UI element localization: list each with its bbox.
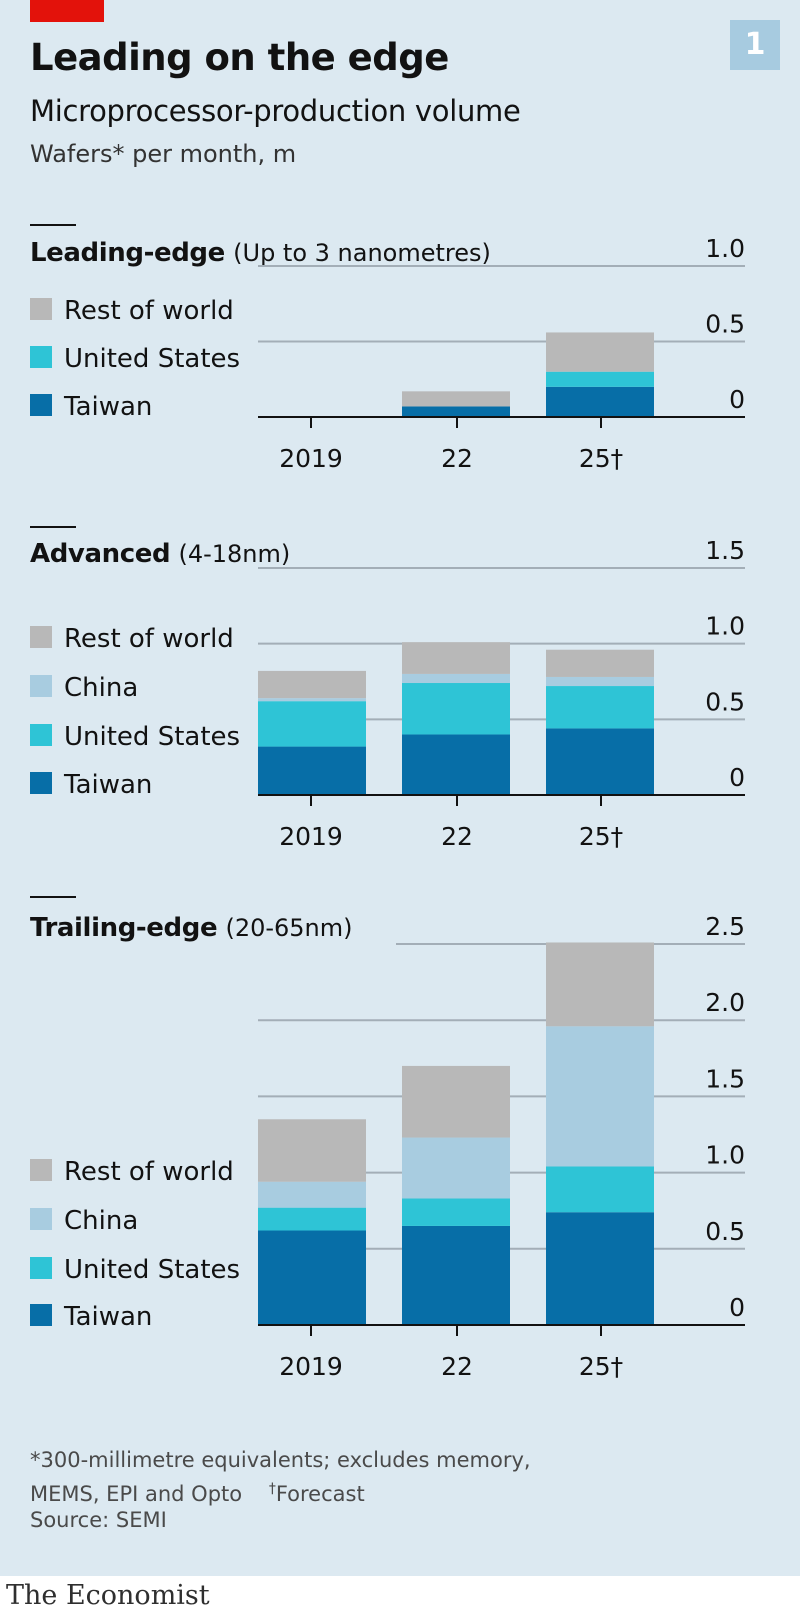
bar-segment-rest_of_world: [546, 942, 654, 1027]
bar-segment-united_states: [258, 701, 366, 747]
bar-segment-china: [258, 1181, 366, 1208]
bar-segment-united_states: [546, 371, 654, 387]
legend-swatch-taiwan: [30, 1304, 52, 1326]
brand-red-tab: [30, 0, 104, 22]
y-tick-label: 1.0: [705, 234, 745, 263]
panel-title-note: (4-18nm): [178, 540, 291, 568]
panel-rule: [30, 224, 76, 226]
footnote: *300-millimetre equivalents; excludes me…: [30, 1446, 531, 1509]
legend-label: China: [64, 673, 138, 703]
y-tick-label: 0: [729, 763, 745, 792]
panel-title-trailing-edge: Trailing-edge (20-65nm): [30, 913, 353, 943]
y-tick-label: 0.5: [705, 1217, 745, 1246]
panel-title-name: Leading-edge: [30, 238, 225, 268]
y-tick-label: 1.0: [705, 1141, 745, 1170]
x-tick-label: 2019: [279, 822, 343, 851]
panel-rule: [30, 526, 76, 528]
y-tick-label: 0.5: [705, 687, 745, 716]
legend-swatch-taiwan: [30, 394, 52, 416]
y-tick-label: 1.0: [705, 612, 745, 641]
forecast-dagger: †: [268, 1481, 276, 1497]
bar-segment-taiwan: [402, 1225, 510, 1325]
footnote-line-2: MEMS, EPI and Opto: [30, 1482, 243, 1506]
panel-title-leading-edge: Leading-edge (Up to 3 nanometres): [30, 238, 491, 268]
bar-segment-rest_of_world: [546, 649, 654, 677]
chart-subtitle: Microprocessor-production volume: [30, 94, 521, 128]
bar-segment-taiwan: [258, 746, 366, 795]
bar-segment-taiwan: [402, 734, 510, 795]
chart-number-badge: 1: [730, 20, 780, 70]
legend-swatch-china: [30, 1208, 52, 1230]
panel-title-name: Advanced: [30, 539, 171, 569]
legend-swatch-china: [30, 675, 52, 697]
bar-segment-rest_of_world: [402, 642, 510, 674]
x-tick-label: 2019: [279, 1352, 343, 1381]
chart-card: [0, 0, 800, 1576]
bar-segment-china: [258, 698, 366, 702]
forecast-note: Forecast: [275, 1482, 365, 1506]
legend-label: Taiwan: [63, 770, 152, 800]
bar-segment-united_states: [402, 683, 510, 735]
y-tick-label: 0: [729, 1293, 745, 1322]
legend-swatch-rest_of_world: [30, 298, 52, 320]
y-tick-label: 1.5: [705, 536, 745, 565]
y-tick-label: 0: [729, 385, 745, 414]
x-tick-label: 22: [441, 822, 473, 851]
legend-label: Taiwan: [63, 392, 152, 422]
y-tick-label: 2.0: [705, 988, 745, 1017]
economist-logo: The Economist: [6, 1580, 210, 1611]
legend-label: Rest of world: [64, 296, 234, 326]
legend-label: Rest of world: [64, 624, 234, 654]
bar-segment-taiwan: [546, 386, 654, 417]
bar-segment-taiwan: [546, 1212, 654, 1325]
bar-segment-united_states: [402, 1198, 510, 1226]
bar-segment-china: [546, 676, 654, 687]
x-tick-label: 25†: [579, 444, 623, 473]
x-tick-label: 22: [441, 444, 473, 473]
panel-title-advanced: Advanced (4-18nm): [30, 539, 290, 569]
bar-segment-china: [402, 1137, 510, 1199]
bar-segment-taiwan: [258, 1230, 366, 1325]
panel-title-note: (20-65nm): [225, 914, 353, 942]
bar-segment-taiwan: [402, 406, 510, 417]
legend-swatch-rest_of_world: [30, 1159, 52, 1181]
x-tick-label: 2019: [279, 444, 343, 473]
legend-label: Taiwan: [63, 1302, 152, 1332]
y-tick-label: 2.5: [705, 912, 745, 941]
bar-segment-rest_of_world: [402, 391, 510, 407]
footnote-line-1: *300-millimetre equivalents; excludes me…: [30, 1448, 531, 1472]
legend-swatch-united_states: [30, 1257, 52, 1279]
bar-segment-rest_of_world: [258, 1119, 366, 1182]
legend-label: Rest of world: [64, 1157, 234, 1187]
x-tick-label: 22: [441, 1352, 473, 1381]
bar-segment-rest_of_world: [546, 332, 654, 372]
source-note: Source: SEMI: [30, 1508, 167, 1532]
bar-segment-taiwan: [546, 728, 654, 795]
legend-swatch-rest_of_world: [30, 626, 52, 648]
legend-label: China: [64, 1206, 138, 1236]
y-tick-label: 1.5: [705, 1064, 745, 1093]
panel-rule: [30, 896, 76, 898]
x-tick-label: 25†: [579, 822, 623, 851]
bar-segment-united_states: [258, 1207, 366, 1231]
legend-swatch-united_states: [30, 346, 52, 368]
bar-segment-china: [402, 673, 510, 684]
legend-label: United States: [64, 344, 240, 374]
bar-segment-united_states: [546, 1166, 654, 1213]
x-tick-label: 25†: [579, 1352, 623, 1381]
unit-label: Wafers* per month, m: [30, 140, 297, 168]
legend-swatch-taiwan: [30, 772, 52, 794]
legend-label: United States: [64, 722, 240, 752]
bar-segment-rest_of_world: [402, 1065, 510, 1138]
bar-segment-united_states: [546, 686, 654, 729]
panel-title-note: (Up to 3 nanometres): [233, 239, 491, 267]
bar-segment-china: [546, 1026, 654, 1167]
panel-title-name: Trailing-edge: [30, 913, 218, 943]
y-tick-label: 0.5: [705, 310, 745, 339]
bar-segment-rest_of_world: [258, 670, 366, 699]
stacked-bar-charts: 0 0.5 1.0 2019 22 25† Rest of world United Stat…: [30, 234, 745, 1381]
chart-title: Leading on the edge: [30, 36, 449, 79]
legend-label: United States: [64, 1255, 240, 1285]
legend-swatch-united_states: [30, 724, 52, 746]
